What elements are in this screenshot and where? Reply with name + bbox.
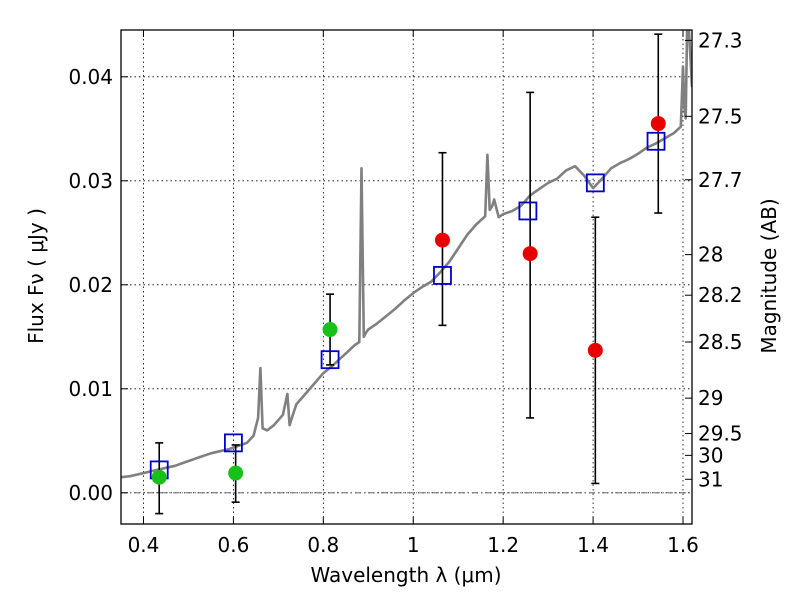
right-tick-label: 29 [698,386,723,410]
x-tick-label: 1 [407,533,420,557]
right-tick-label: 27.5 [698,104,743,128]
right-tick-label: 27.3 [698,28,743,52]
x-axis-label: Wavelength λ (μm) [310,563,501,587]
y-tick-label: 0.03 [68,169,113,193]
right-tick-label: 28.2 [698,283,743,307]
model-point-square [646,131,666,151]
observed-point [151,469,167,485]
tick-labels: 0.4 0.6 0.8 1 1.2 1.4 1.6 0.00 0.01 0.02 0.03 0.04 2… [68,28,742,557]
observed-point [434,232,450,248]
observed-point [650,116,666,132]
x-tick-label: 0.8 [307,533,339,557]
y-tick-label: 0.02 [68,273,113,297]
model-point-square [320,350,340,370]
axis-ticks [121,30,692,524]
x-tick-label: 1.6 [667,533,699,557]
model-point-square [585,173,605,193]
right-axis-label: Magnitude (AB) [757,198,781,353]
right-tick-label: 27.7 [698,168,743,192]
x-tick-label: 0.4 [128,533,160,557]
x-tick-label: 1.4 [577,533,609,557]
model-point-square [518,201,538,221]
y-axis-label: Flux Fν ( μJy ) [24,208,48,344]
observed-point [322,322,338,338]
model-point-square [224,433,243,453]
model-points [149,131,666,480]
right-tick-label: 28.5 [698,330,743,354]
observed-points [151,116,666,485]
error-bars [155,33,663,515]
y-tick-label: 0.01 [68,377,113,401]
x-tick-label: 0.6 [217,533,249,557]
spectrum-line [121,30,692,479]
y-tick-label: 0.00 [68,481,113,505]
plot-frame [120,29,693,525]
right-tick-label: 31 [698,467,723,491]
y-tick-label: 0.04 [68,65,113,89]
observed-point [522,246,538,262]
right-tick-label: 28 [698,243,723,267]
observed-point [228,465,244,481]
grid [121,30,692,524]
model-spectrum [121,30,692,479]
right-tick-label: 30 [698,443,723,467]
observed-point [587,342,603,358]
right-tick-label: 29.5 [698,422,743,446]
x-tick-label: 1.2 [487,533,519,557]
model-point-square [433,266,452,285]
